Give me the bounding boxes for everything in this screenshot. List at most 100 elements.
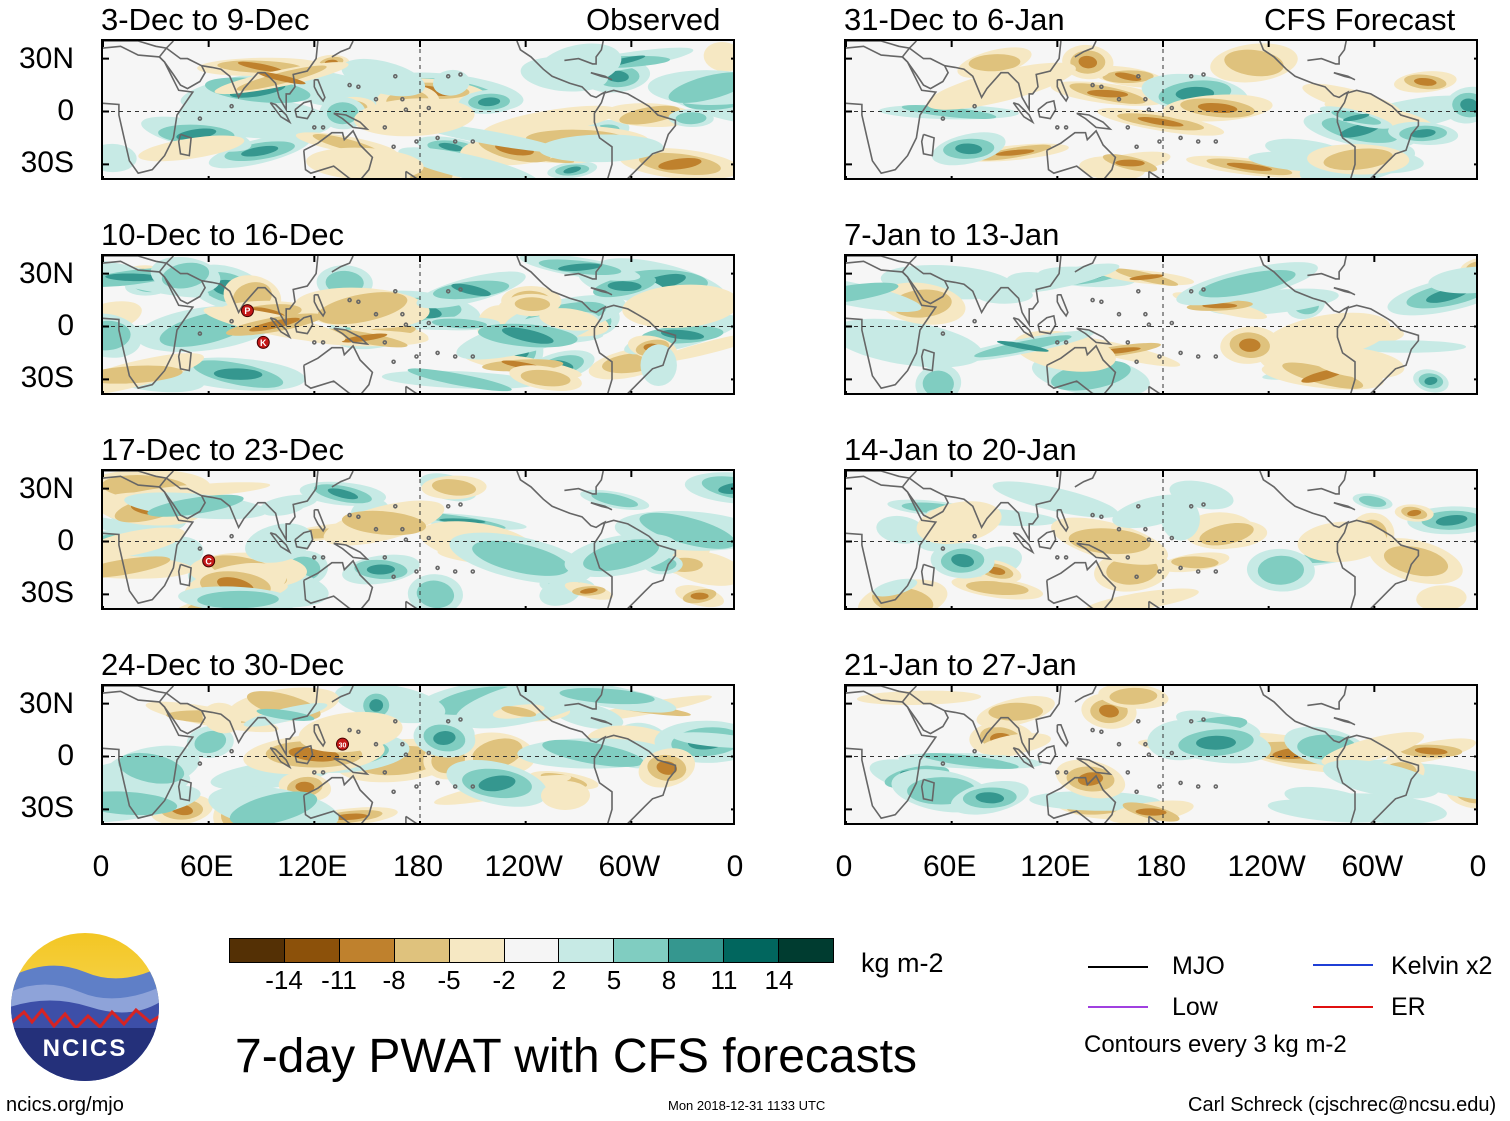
coastline (1056, 724, 1069, 748)
anomaly-contour (366, 564, 395, 575)
lon-tick-label: 120E (277, 850, 348, 883)
anomaly-contour (671, 732, 733, 748)
anomaly-contour (1135, 808, 1167, 816)
island (1063, 555, 1069, 560)
lat-label-30s: 30S (20, 576, 74, 609)
island (347, 297, 352, 303)
anomaly-contour (622, 284, 733, 329)
island (1090, 512, 1095, 518)
coastline (294, 744, 314, 765)
coastline (564, 471, 604, 495)
coastline (590, 71, 613, 81)
coastline (1037, 529, 1057, 550)
island (1055, 770, 1060, 775)
coastline (294, 314, 314, 335)
coastline (846, 41, 950, 90)
island (1143, 526, 1148, 532)
coastline (331, 471, 354, 488)
anomaly-contour (1345, 340, 1467, 353)
island (373, 526, 379, 532)
anomaly-contour (514, 297, 551, 312)
island (197, 761, 203, 766)
anomaly-contour (975, 792, 1005, 804)
coastline (177, 348, 192, 372)
anomaly-contour (197, 590, 279, 608)
anomaly-contour (431, 318, 487, 329)
island (1116, 311, 1122, 317)
coastline (313, 79, 326, 103)
island (1134, 144, 1139, 150)
island (470, 784, 476, 789)
anomaly-contour (921, 753, 1019, 769)
island (1099, 729, 1104, 735)
coastline (1148, 600, 1161, 608)
island (1146, 537, 1152, 542)
colorbar-swatch (394, 939, 450, 962)
island (1055, 555, 1060, 560)
island (1169, 320, 1175, 326)
anomaly-contour (1099, 704, 1119, 718)
anomaly-contour (654, 331, 733, 363)
anomaly-contour (1171, 556, 1219, 569)
lat-label-0: 0 (57, 309, 74, 342)
anomaly-contour (639, 512, 733, 549)
lat-label-30s: 30S (20, 791, 74, 824)
anomaly-contour (1383, 545, 1449, 577)
anomaly-contour (580, 588, 598, 594)
coastline (601, 89, 677, 178)
island (373, 741, 379, 747)
lat-label-30n: 30N (18, 42, 74, 75)
coastline (333, 112, 370, 131)
colorbar-tick-label: 8 (661, 965, 677, 995)
anomaly-contour (213, 368, 263, 380)
island (1143, 96, 1148, 102)
island (470, 569, 476, 574)
anomaly-contour (1435, 514, 1468, 526)
anomaly-contour (619, 105, 681, 125)
island (940, 116, 946, 121)
coastline (294, 99, 314, 120)
coastline (103, 471, 207, 520)
coastline (1333, 716, 1356, 726)
coastline (590, 286, 613, 296)
island (391, 359, 396, 365)
coastline (103, 45, 195, 175)
coastline (944, 41, 1062, 113)
island (403, 107, 409, 112)
anomaly-contour (472, 540, 570, 576)
lon-tick-label: 60W (598, 850, 661, 883)
coastline (601, 519, 677, 608)
island (392, 718, 398, 724)
island (1063, 125, 1069, 130)
coastline (103, 41, 207, 90)
coastline (920, 778, 935, 802)
panel-title-obs-1: 3-Dec to 9-Dec (101, 2, 310, 37)
coastline (846, 475, 938, 605)
colorbar-tick-label: 5 (606, 965, 622, 995)
coastline (1076, 327, 1113, 346)
island (435, 780, 440, 786)
island (458, 502, 463, 507)
coastline (201, 686, 319, 758)
anomaly-contour (326, 102, 359, 125)
coastline (177, 133, 192, 157)
island (1157, 784, 1162, 789)
island (373, 311, 379, 317)
anomaly-contour (1322, 759, 1440, 799)
map-panel-fcst-3 (844, 469, 1478, 610)
coastline (1344, 734, 1420, 823)
island (1188, 288, 1194, 294)
island (1201, 717, 1206, 722)
island (312, 770, 317, 775)
website-link[interactable]: ncics.org/mjo (6, 1094, 124, 1116)
anomaly-contour (1109, 687, 1158, 705)
anomaly-contour (1239, 338, 1261, 352)
coastline (1344, 304, 1420, 393)
coastline (590, 716, 613, 726)
anomaly-contour (341, 58, 426, 97)
coastline (1012, 316, 1035, 340)
coastline (1333, 501, 1356, 511)
panel-title-fcst-1: 31-Dec to 6-Jan (844, 2, 1065, 37)
coastline (1076, 757, 1113, 776)
island (1157, 139, 1162, 144)
